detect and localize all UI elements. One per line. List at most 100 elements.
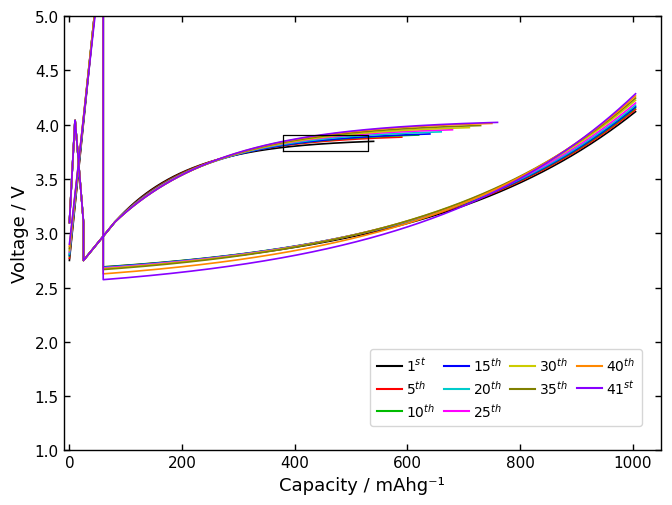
- $1^{st}$: [332, 141, 340, 147]
- Line: $5^{th}$: $5^{th}$: [69, 121, 402, 261]
- $25^{th}$: [71, 118, 79, 124]
- $20^{th}$: [79, 258, 87, 264]
- $5^{th}$: [323, 139, 331, 145]
- $5^{th}$: [65, 220, 73, 226]
- Line: $25^{th}$: $25^{th}$: [69, 121, 452, 261]
- $1^{st}$: [69, 159, 77, 165]
- $41^{st}$: [394, 125, 402, 131]
- $15^{th}$: [128, 204, 136, 210]
- $1^{st}$: [126, 205, 134, 211]
- $20^{th}$: [390, 131, 398, 137]
- $40^{th}$: [79, 258, 87, 264]
- $1^{st}$: [71, 118, 79, 124]
- $41^{st}$: [79, 258, 87, 264]
- $15^{th}$: [380, 133, 388, 139]
- Line: $15^{th}$: $15^{th}$: [69, 121, 430, 261]
- $15^{th}$: [71, 118, 79, 124]
- $20^{th}$: [352, 134, 360, 140]
- $30^{th}$: [414, 127, 422, 133]
- $20^{th}$: [71, 118, 79, 124]
- $30^{th}$: [373, 130, 381, 136]
- $41^{st}$: [438, 122, 446, 128]
- $35^{th}$: [381, 128, 389, 134]
- $25^{th}$: [448, 127, 456, 133]
- $10^{th}$: [69, 159, 77, 165]
- $40^{th}$: [390, 126, 398, 132]
- $35^{th}$: [423, 125, 431, 131]
- $30^{th}$: [465, 125, 473, 131]
- $35^{th}$: [375, 128, 383, 134]
- $35^{th}$: [69, 159, 77, 165]
- $25^{th}$: [79, 258, 87, 264]
- Legend: $1^{st}$, $5^{th}$, $10^{th}$, $15^{th}$, $20^{th}$, $25^{th}$, $30^{th}$, $35^{: $1^{st}$, $5^{th}$, $10^{th}$, $15^{th}$…: [370, 349, 642, 426]
- $15^{th}$: [79, 258, 87, 264]
- $5^{th}$: [69, 159, 77, 165]
- $20^{th}$: [346, 134, 354, 140]
- $35^{th}$: [476, 123, 485, 129]
- $40^{th}$: [132, 201, 140, 208]
- $40^{th}$: [65, 220, 73, 226]
- $10^{th}$: [335, 137, 343, 143]
- $15^{th}$: [426, 132, 434, 138]
- $40^{th}$: [81, 256, 89, 262]
- $40^{th}$: [71, 118, 79, 124]
- $30^{th}$: [69, 159, 77, 165]
- Line: $1^{st}$: $1^{st}$: [69, 121, 374, 261]
- $5^{th}$: [398, 135, 406, 141]
- $40^{th}$: [433, 123, 441, 129]
- $40^{th}$: [488, 121, 496, 127]
- $30^{th}$: [79, 258, 87, 264]
- $1^{st}$: [65, 220, 73, 226]
- $1^{st}$: [79, 258, 87, 264]
- $30^{th}$: [81, 256, 89, 262]
- $5^{th}$: [79, 258, 87, 264]
- $35^{th}$: [132, 201, 140, 208]
- $15^{th}$: [338, 136, 346, 142]
- Line: $10^{th}$: $10^{th}$: [69, 121, 419, 261]
- $30^{th}$: [367, 130, 375, 136]
- Line: $20^{th}$: $20^{th}$: [69, 121, 442, 261]
- $20^{th}$: [65, 220, 73, 226]
- $5^{th}$: [71, 118, 79, 124]
- $41^{st}$: [132, 201, 140, 207]
- $5^{th}$: [356, 136, 364, 142]
- $41^{st}$: [81, 256, 89, 262]
- $35^{th}$: [71, 118, 79, 124]
- $35^{th}$: [81, 256, 89, 262]
- $41^{st}$: [493, 120, 501, 126]
- $25^{th}$: [81, 256, 89, 262]
- Line: $30^{th}$: $30^{th}$: [69, 121, 469, 261]
- $10^{th}$: [370, 134, 378, 140]
- $41^{st}$: [65, 220, 73, 226]
- $30^{th}$: [65, 220, 73, 226]
- $10^{th}$: [128, 204, 136, 210]
- $40^{th}$: [383, 126, 391, 132]
- $25^{th}$: [65, 220, 73, 226]
- $35^{th}$: [79, 258, 87, 264]
- $5^{th}$: [81, 256, 89, 262]
- $20^{th}$: [129, 203, 137, 209]
- $30^{th}$: [131, 202, 139, 208]
- $15^{th}$: [65, 220, 73, 226]
- $10^{th}$: [65, 220, 73, 226]
- $1^{st}$: [302, 143, 310, 149]
- $10^{th}$: [79, 258, 87, 264]
- $20^{th}$: [437, 130, 446, 136]
- $5^{th}$: [127, 204, 135, 210]
- $25^{th}$: [399, 129, 407, 135]
- $1^{st}$: [81, 256, 89, 262]
- $30^{th}$: [71, 118, 79, 124]
- $10^{th}$: [81, 256, 89, 262]
- $10^{th}$: [330, 137, 338, 143]
- $41^{st}$: [387, 125, 395, 131]
- $20^{th}$: [81, 256, 89, 262]
- $25^{th}$: [69, 159, 77, 165]
- $1^{st}$: [298, 143, 306, 149]
- $10^{th}$: [71, 118, 79, 124]
- $5^{th}$: [318, 139, 326, 145]
- $1^{st}$: [370, 139, 378, 145]
- Line: $40^{th}$: $40^{th}$: [69, 121, 492, 261]
- $15^{th}$: [343, 136, 351, 142]
- $20^{th}$: [69, 159, 77, 165]
- $41^{st}$: [71, 118, 79, 124]
